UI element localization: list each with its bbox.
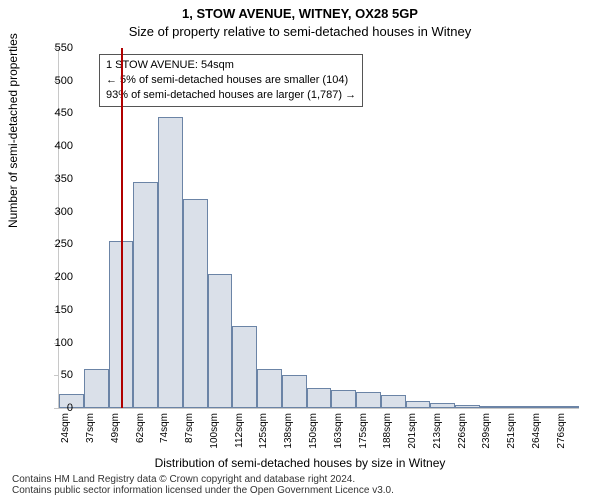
x-tick-label: 239sqm xyxy=(481,413,492,449)
histogram-bar xyxy=(183,199,208,408)
histogram-bar xyxy=(505,406,530,408)
y-tick-label: 100 xyxy=(55,337,73,349)
annotation-line2: ← 5% of semi-detached houses are smaller… xyxy=(106,73,356,88)
histogram-bar xyxy=(406,401,431,408)
histogram-bar xyxy=(529,406,554,408)
histogram-bar xyxy=(232,326,257,408)
x-tick-label: 138sqm xyxy=(283,413,294,449)
y-tick-label: 300 xyxy=(55,206,73,218)
footer-attribution: Contains HM Land Registry data © Crown c… xyxy=(12,474,588,496)
x-tick-label: 264sqm xyxy=(531,413,542,449)
histogram-bar xyxy=(356,392,381,408)
y-tick-label: 500 xyxy=(55,75,73,87)
x-tick-label: 87sqm xyxy=(184,413,195,443)
histogram-bar xyxy=(158,117,183,408)
x-axis-label: Distribution of semi-detached houses by … xyxy=(0,456,600,470)
histogram-bar xyxy=(480,406,505,408)
x-tick-label: 24sqm xyxy=(60,413,71,443)
y-tick-label: 550 xyxy=(55,42,73,54)
x-tick-label: 163sqm xyxy=(333,413,344,449)
histogram-bar xyxy=(133,182,158,408)
y-tick-label: 400 xyxy=(55,140,73,152)
x-tick-label: 112sqm xyxy=(234,413,245,448)
annotation-line1: 1 STOW AVENUE: 54sqm xyxy=(106,58,356,73)
histogram-bar xyxy=(331,390,356,408)
histogram-bar xyxy=(208,274,233,408)
histogram-bar xyxy=(257,369,282,408)
y-tick-label: 200 xyxy=(55,271,73,283)
y-tick-label: 50 xyxy=(61,369,73,381)
histogram-bar xyxy=(381,395,406,408)
x-tick-label: 100sqm xyxy=(209,413,220,449)
chart-title-line1: 1, STOW AVENUE, WITNEY, OX28 5GP xyxy=(0,6,600,21)
y-tick-label: 150 xyxy=(55,304,73,316)
y-tick-label: 350 xyxy=(55,173,73,185)
x-tick-label: 276sqm xyxy=(556,413,567,449)
x-tick-label: 125sqm xyxy=(258,413,269,449)
x-tick-label: 49sqm xyxy=(110,413,121,443)
x-tick-label: 62sqm xyxy=(135,413,146,443)
y-axis-label: Number of semi-detached properties xyxy=(6,33,20,228)
y-tick-label: 450 xyxy=(55,107,73,119)
y-tick-label: 250 xyxy=(55,238,73,250)
x-tick-label: 226sqm xyxy=(457,413,468,449)
annotation-line3: 93% of semi-detached houses are larger (… xyxy=(106,88,356,103)
histogram-bar xyxy=(84,369,109,408)
plot-area: 1 STOW AVENUE: 54sqm ← 5% of semi-detach… xyxy=(58,48,579,409)
x-tick-label: 201sqm xyxy=(407,413,418,449)
x-tick-label: 175sqm xyxy=(358,413,369,449)
annotation-box: 1 STOW AVENUE: 54sqm ← 5% of semi-detach… xyxy=(99,54,363,107)
x-tick-label: 188sqm xyxy=(382,413,393,449)
x-tick-label: 251sqm xyxy=(506,413,517,449)
histogram-bar xyxy=(307,388,332,408)
y-tick-label: 0 xyxy=(67,402,73,414)
histogram-bar xyxy=(430,403,455,408)
x-tick-label: 213sqm xyxy=(432,413,443,449)
x-tick-label: 37sqm xyxy=(85,413,96,443)
chart-title-line2: Size of property relative to semi-detach… xyxy=(0,24,600,39)
histogram-bar xyxy=(455,405,480,408)
property-marker-line xyxy=(121,48,123,408)
x-tick-label: 150sqm xyxy=(308,413,319,449)
x-tick-label: 74sqm xyxy=(159,413,170,443)
histogram-bar xyxy=(282,375,307,408)
histogram-bar xyxy=(554,406,579,408)
